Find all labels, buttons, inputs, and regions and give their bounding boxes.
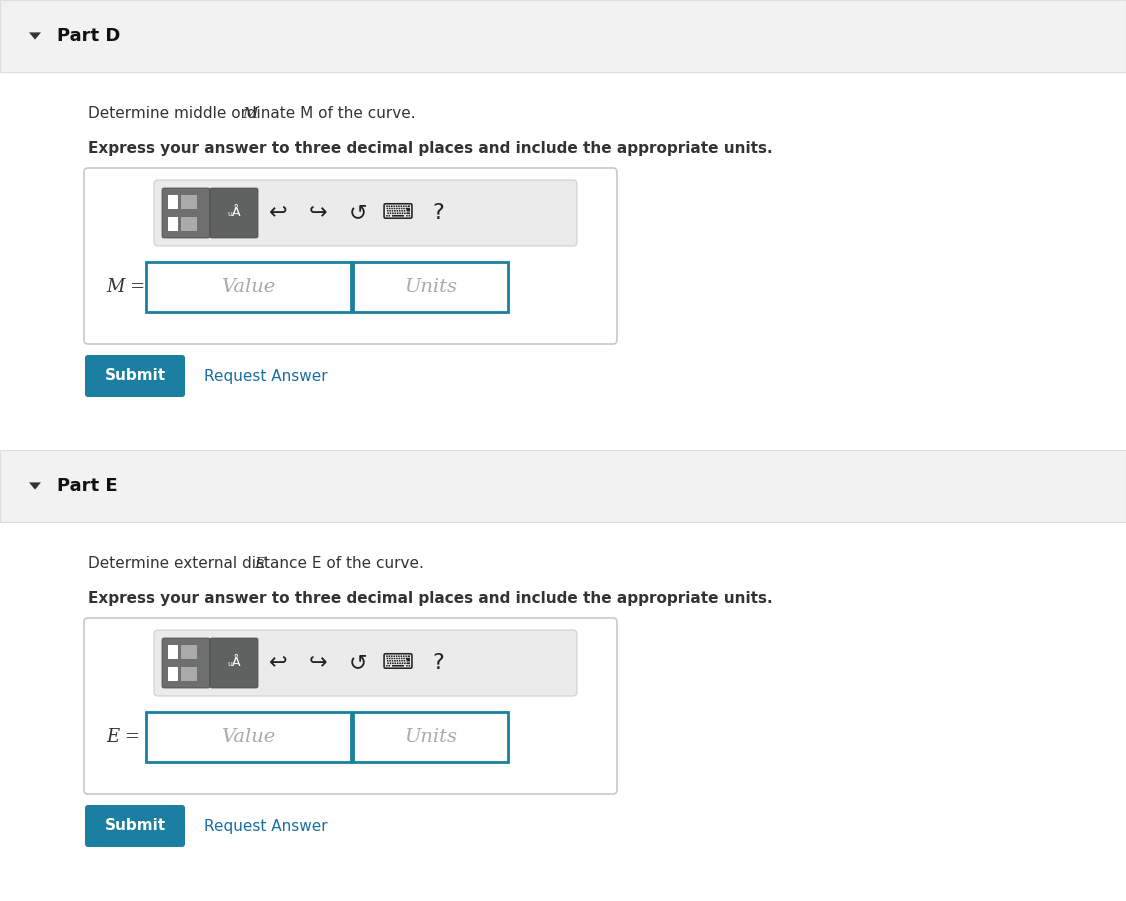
Text: Determine middle ordinate M of the curve.: Determine middle ordinate M of the curve…: [88, 106, 415, 122]
Text: ?: ?: [432, 203, 444, 223]
Text: Units: Units: [404, 278, 457, 296]
Text: ↩: ↩: [269, 653, 287, 673]
Bar: [181, 667, 197, 681]
Text: Units: Units: [404, 728, 457, 746]
Text: Submit: Submit: [105, 818, 166, 833]
Text: E: E: [254, 557, 266, 571]
Bar: [352, 712, 508, 762]
Text: Value: Value: [222, 278, 276, 296]
Text: M =: M =: [106, 278, 145, 296]
Text: Value: Value: [222, 728, 276, 746]
Bar: [168, 645, 178, 659]
Text: M: M: [243, 107, 258, 121]
Text: ?: ?: [432, 653, 444, 673]
Text: ⌨: ⌨: [382, 203, 414, 223]
Text: ᵤÅ: ᵤÅ: [227, 657, 241, 669]
FancyBboxPatch shape: [211, 638, 258, 688]
Text: Determine external distance E of the curve.: Determine external distance E of the cur…: [88, 557, 423, 571]
Bar: [168, 667, 178, 681]
Text: Part D: Part D: [57, 27, 120, 45]
Bar: [181, 645, 197, 659]
FancyBboxPatch shape: [154, 630, 577, 696]
FancyBboxPatch shape: [162, 188, 211, 238]
Bar: [168, 217, 178, 231]
Text: Express your answer to three decimal places and include the appropriate units.: Express your answer to three decimal pla…: [88, 141, 772, 156]
Text: E =: E =: [106, 728, 140, 746]
Text: Request Answer: Request Answer: [204, 818, 328, 833]
Bar: [146, 712, 351, 762]
Bar: [0, 0, 1126, 72]
FancyBboxPatch shape: [84, 355, 185, 397]
Text: Submit: Submit: [105, 369, 166, 384]
FancyBboxPatch shape: [154, 180, 577, 246]
FancyBboxPatch shape: [84, 805, 185, 847]
Text: Part E: Part E: [57, 477, 117, 495]
Text: ↩: ↩: [269, 203, 287, 223]
Bar: [0, 450, 1126, 522]
Bar: [181, 217, 197, 231]
Bar: [168, 195, 178, 209]
FancyBboxPatch shape: [162, 638, 211, 688]
Text: ⌨: ⌨: [382, 653, 414, 673]
Text: ᵤÅ: ᵤÅ: [227, 206, 241, 220]
Text: Express your answer to three decimal places and include the appropriate units.: Express your answer to three decimal pla…: [88, 590, 772, 605]
Text: ↺: ↺: [349, 653, 367, 673]
FancyBboxPatch shape: [84, 618, 617, 794]
Text: Request Answer: Request Answer: [204, 369, 328, 384]
FancyBboxPatch shape: [84, 168, 617, 344]
Bar: [352, 262, 508, 312]
Text: ↺: ↺: [349, 203, 367, 223]
Polygon shape: [29, 32, 41, 40]
FancyBboxPatch shape: [211, 188, 258, 238]
Polygon shape: [29, 482, 41, 489]
Bar: [181, 195, 197, 209]
Text: ↪: ↪: [309, 653, 328, 673]
Bar: [146, 262, 351, 312]
Text: ↪: ↪: [309, 203, 328, 223]
